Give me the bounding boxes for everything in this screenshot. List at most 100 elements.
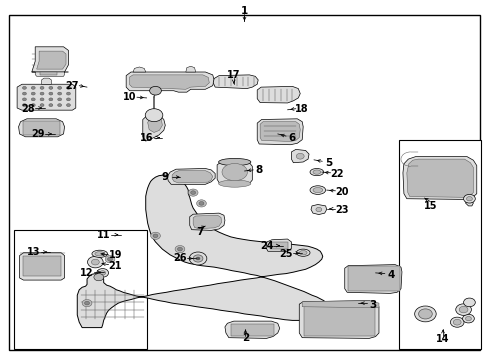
Bar — [230, 324, 273, 336]
Ellipse shape — [218, 158, 250, 166]
Text: 5: 5 — [325, 158, 331, 168]
Polygon shape — [17, 84, 76, 110]
Polygon shape — [20, 253, 64, 280]
Circle shape — [31, 104, 35, 107]
Circle shape — [58, 86, 61, 89]
Circle shape — [58, 104, 61, 107]
Text: 1: 1 — [241, 6, 247, 16]
Polygon shape — [129, 75, 209, 89]
Text: 19: 19 — [108, 250, 122, 260]
Text: 11: 11 — [97, 230, 110, 240]
Circle shape — [31, 92, 35, 95]
Circle shape — [49, 92, 53, 95]
Circle shape — [58, 92, 61, 95]
Ellipse shape — [309, 168, 323, 176]
Polygon shape — [402, 157, 476, 199]
Ellipse shape — [296, 249, 309, 256]
Circle shape — [458, 306, 467, 313]
Circle shape — [189, 252, 206, 265]
Circle shape — [107, 257, 112, 261]
Circle shape — [91, 259, 99, 265]
Text: 4: 4 — [386, 270, 394, 280]
Circle shape — [66, 92, 70, 95]
Circle shape — [296, 153, 304, 159]
Bar — [347, 266, 399, 291]
Text: 12: 12 — [80, 268, 94, 278]
Text: 24: 24 — [259, 240, 273, 251]
Ellipse shape — [222, 163, 247, 181]
Circle shape — [105, 256, 115, 263]
Circle shape — [40, 86, 44, 89]
Ellipse shape — [92, 250, 107, 257]
Text: 17: 17 — [226, 70, 240, 80]
Circle shape — [22, 98, 26, 101]
Polygon shape — [32, 47, 68, 72]
Bar — [14, 230, 146, 349]
Polygon shape — [77, 175, 329, 328]
Text: 18: 18 — [295, 104, 308, 114]
Circle shape — [31, 86, 35, 89]
Circle shape — [463, 298, 474, 307]
Circle shape — [58, 98, 61, 101]
Polygon shape — [133, 67, 145, 72]
Bar — [23, 121, 60, 135]
Text: 16: 16 — [140, 132, 153, 143]
Text: 13: 13 — [26, 247, 40, 257]
Circle shape — [49, 104, 53, 107]
Circle shape — [31, 98, 35, 101]
Polygon shape — [260, 122, 300, 141]
Text: 9: 9 — [162, 172, 168, 182]
Circle shape — [196, 257, 200, 260]
Circle shape — [49, 98, 53, 101]
Circle shape — [153, 234, 158, 238]
Circle shape — [449, 317, 463, 327]
Circle shape — [97, 269, 108, 277]
Polygon shape — [465, 200, 472, 206]
Circle shape — [149, 86, 161, 95]
Ellipse shape — [309, 186, 325, 194]
Circle shape — [145, 109, 163, 122]
Text: 22: 22 — [330, 168, 344, 179]
Text: 10: 10 — [122, 92, 136, 102]
Polygon shape — [142, 114, 165, 141]
Text: 14: 14 — [435, 334, 449, 344]
Polygon shape — [302, 301, 378, 308]
Text: 2: 2 — [242, 333, 248, 343]
Polygon shape — [41, 78, 51, 84]
Polygon shape — [32, 72, 68, 76]
Circle shape — [82, 300, 92, 307]
Bar — [304, 305, 374, 336]
Text: 27: 27 — [65, 81, 79, 91]
Ellipse shape — [218, 180, 250, 187]
Circle shape — [418, 309, 431, 319]
Circle shape — [22, 92, 26, 95]
Circle shape — [463, 194, 474, 203]
Circle shape — [455, 304, 470, 315]
Circle shape — [49, 86, 53, 89]
Polygon shape — [310, 204, 326, 215]
Polygon shape — [37, 51, 66, 69]
Ellipse shape — [312, 188, 322, 193]
Polygon shape — [217, 161, 252, 185]
Circle shape — [22, 86, 26, 89]
Circle shape — [150, 232, 160, 239]
Circle shape — [465, 316, 470, 321]
Text: 20: 20 — [335, 186, 348, 197]
Circle shape — [190, 191, 195, 194]
Circle shape — [199, 202, 203, 205]
Polygon shape — [19, 119, 64, 137]
Circle shape — [100, 271, 105, 275]
Text: 8: 8 — [255, 165, 262, 175]
Circle shape — [175, 246, 184, 253]
Polygon shape — [126, 72, 214, 92]
Circle shape — [196, 200, 206, 207]
Circle shape — [66, 104, 70, 107]
Circle shape — [66, 98, 70, 101]
Text: 6: 6 — [288, 132, 295, 143]
Polygon shape — [193, 215, 221, 229]
Circle shape — [84, 301, 89, 305]
Circle shape — [66, 86, 70, 89]
Bar — [398, 140, 480, 349]
Bar — [269, 242, 287, 249]
Polygon shape — [147, 117, 162, 132]
